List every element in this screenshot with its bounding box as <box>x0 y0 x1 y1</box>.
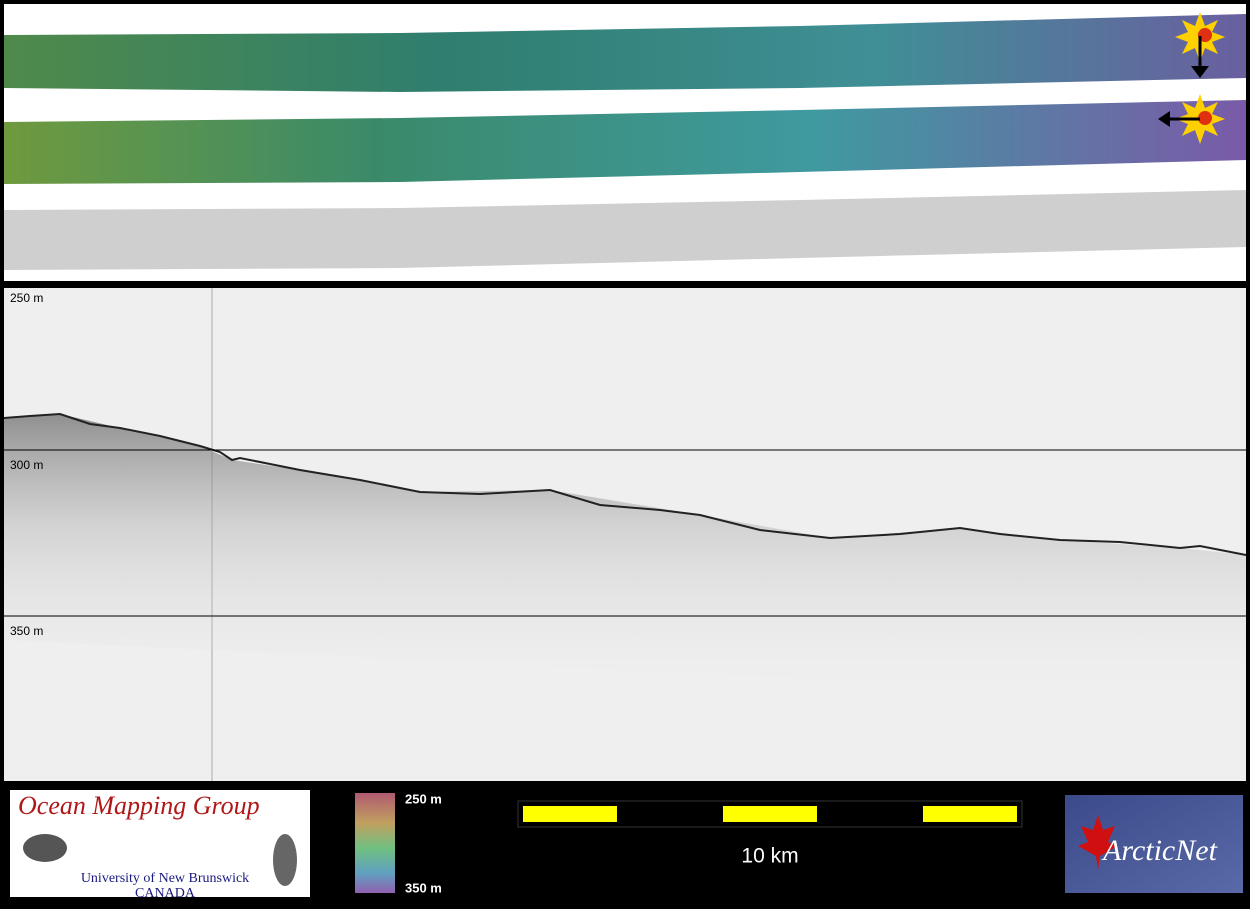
colorbar <box>355 793 395 893</box>
seafloor-scatter <box>4 414 1246 700</box>
bathymetry-swath-2 <box>4 100 1246 184</box>
scale-bar <box>517 800 1023 828</box>
maple-leaf <box>1078 815 1118 870</box>
seafloor-profile <box>3 412 1247 556</box>
scale-label: 10 km <box>741 845 798 868</box>
depth-label: 300 m <box>10 458 43 472</box>
logo-university: University of New Brunswick <box>81 871 249 886</box>
partner-logo-label: ArcticNet <box>1101 834 1218 867</box>
depth-label: 250 m <box>10 291 43 305</box>
logo-country: CANADA <box>135 886 196 901</box>
colorbar-label: 350 m <box>405 880 442 895</box>
logo-shape <box>23 834 67 862</box>
bathymetry-swath-1 <box>4 14 1246 92</box>
colorbar-label: 250 m <box>405 791 442 806</box>
sun-icon-2 <box>1158 94 1225 144</box>
logo-title: Ocean Mapping Group <box>18 791 260 820</box>
depth-label: 350 m <box>10 624 43 638</box>
sun-icon-1 <box>1175 12 1225 78</box>
backscatter-swath <box>4 190 1246 270</box>
logo-shape <box>273 834 297 886</box>
